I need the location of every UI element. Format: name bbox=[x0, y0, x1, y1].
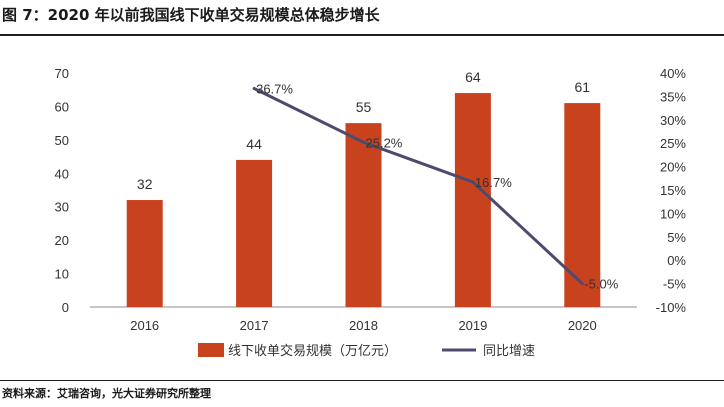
left-axis-tick-label: 50 bbox=[55, 133, 69, 148]
combo-chart: 0 10 20 30 40 50 60 70 -10% -5% 0% 5% 10% 15% 20% 25% 30… bbox=[55, 66, 687, 358]
left-axis-tick-label: 20 bbox=[55, 233, 69, 248]
growth-point-2020 bbox=[580, 282, 584, 286]
legend-line-label: 同比增速 bbox=[483, 343, 535, 358]
title-rule bbox=[0, 34, 724, 36]
bar-value-label: 61 bbox=[575, 79, 591, 95]
right-axis-tick-label: 5% bbox=[667, 230, 686, 245]
right-axis-tick-label: -5% bbox=[663, 277, 687, 292]
left-axis-tick-label: 70 bbox=[55, 66, 69, 81]
right-axis-tick-label: -10% bbox=[656, 300, 687, 315]
left-axis-tick-label: 30 bbox=[55, 200, 69, 215]
growth-point-2018 bbox=[362, 140, 365, 144]
legend-bar-label: 线下收单交易规模（万亿元） bbox=[228, 343, 397, 358]
x-axis-tick-label: 2020 bbox=[568, 318, 597, 333]
right-axis-tick-label: 20% bbox=[660, 160, 686, 175]
growth-point-2019 bbox=[471, 180, 475, 184]
source-note: 资料来源：艾瑞咨询，光大证券研究所整理 bbox=[2, 387, 211, 400]
x-axis-tick-label: 2016 bbox=[130, 318, 159, 333]
x-axis-tick-label: 2017 bbox=[240, 318, 269, 333]
figure-title: 图 7：2020 年以前我国线下收单交易规模总体稳步增长 bbox=[2, 6, 380, 24]
left-axis-tick-label: 40 bbox=[55, 166, 69, 181]
bar-2017 bbox=[236, 159, 273, 307]
right-axis-tick-label: 25% bbox=[660, 136, 686, 151]
growth-value-label: 16.7% bbox=[475, 175, 512, 190]
x-axis-tick-label: 2018 bbox=[349, 318, 378, 333]
bar-value-label: 64 bbox=[465, 69, 481, 85]
left-axis-tick-label: 60 bbox=[55, 99, 69, 114]
bar-2019 bbox=[454, 93, 491, 307]
growth-line bbox=[253, 87, 584, 285]
left-axis-tick-label: 0 bbox=[62, 300, 69, 315]
growth-point-2017 bbox=[252, 86, 256, 90]
left-axis-tick-label: 10 bbox=[55, 267, 69, 282]
legend-bar-swatch bbox=[198, 343, 224, 357]
right-axis-tick-label: 30% bbox=[660, 113, 686, 128]
growth-value-label: 25.2% bbox=[366, 135, 403, 150]
bar-2016 bbox=[126, 200, 163, 307]
right-axis-tick-label: 15% bbox=[660, 183, 686, 198]
growth-value-label: 36.7% bbox=[256, 81, 293, 96]
bar-value-label: 32 bbox=[137, 176, 153, 192]
growth-value-label: -5.0% bbox=[584, 277, 618, 292]
bar-value-label: 44 bbox=[246, 136, 262, 152]
x-axis-tick-label: 2019 bbox=[458, 318, 487, 333]
right-axis-tick-label: 35% bbox=[660, 89, 686, 104]
right-axis-tick-label: 0% bbox=[667, 253, 686, 268]
right-axis-tick-label: 40% bbox=[660, 66, 686, 81]
source-rule bbox=[0, 380, 724, 381]
bar-value-label: 55 bbox=[356, 99, 372, 115]
bar-2018 bbox=[345, 123, 382, 308]
right-axis-tick-label: 10% bbox=[660, 206, 686, 221]
